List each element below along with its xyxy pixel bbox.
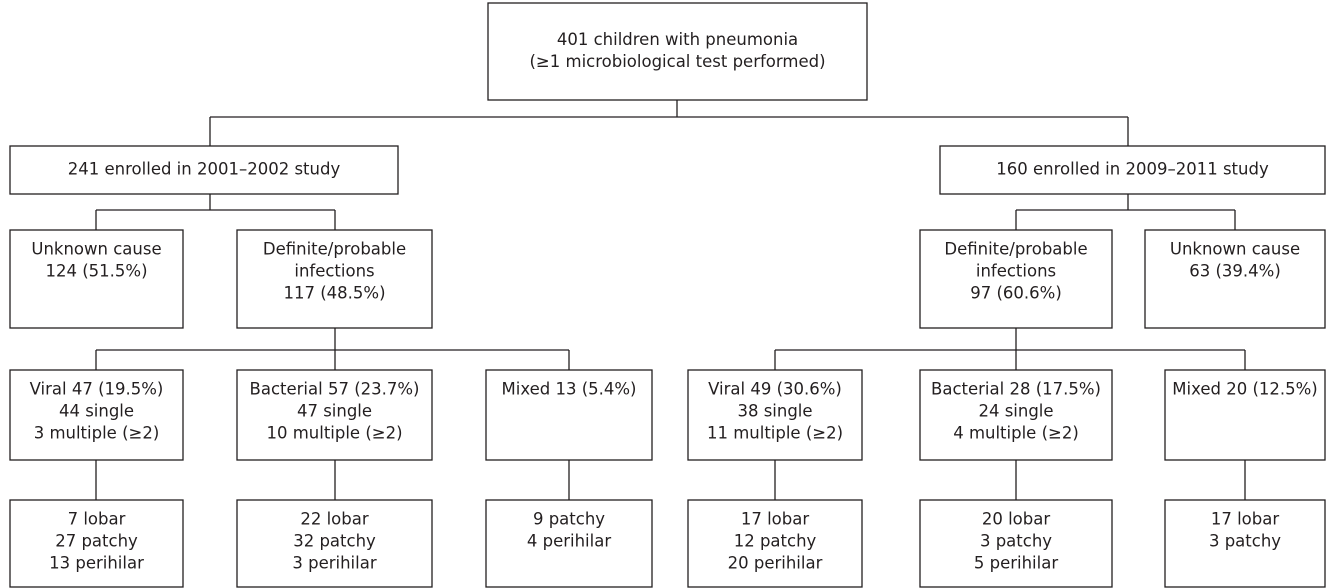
node-label: 3 patchy [1209,532,1281,551]
node-label: 13 perihilar [49,554,144,573]
node: 17 lobar 3 patchy [1164,499,1326,588]
node: 401 children with pneumonia (≥1 microbiol… [487,2,868,101]
node: 20 lobar 3 patchy 5 perihilar [919,499,1113,588]
node-label: 20 perihilar [728,554,823,573]
node-label: (≥1 microbiological test performed) [529,52,825,71]
node-label: 5 perihilar [974,554,1058,573]
node: Mixed 13 (5.4%) [485,369,653,461]
node-label: infections [976,262,1056,281]
node-label: 44 single [59,402,134,421]
node-label: 20 lobar [982,510,1051,529]
node: Unknown cause 63 (39.4%) [1144,229,1326,329]
node-label: 47 single [297,402,372,421]
node-label: 3 perihilar [292,554,376,573]
node-box [485,499,653,588]
node-box [9,229,184,329]
node: Mixed 20 (12.5%) [1164,369,1326,461]
node-box [9,499,184,588]
node-label: 7 lobar [68,510,126,529]
node-box [9,369,184,461]
node-label: 9 patchy [533,510,605,529]
node: 22 lobar 32 patchy 3 perihilar [236,499,433,588]
node-label: Definite/probable [944,240,1087,259]
node-box [236,369,433,461]
node: 9 patchy 4 perihilar [485,499,653,588]
node-label: 3 patchy [980,532,1052,551]
node-box [919,369,1113,461]
node-label: infections [294,262,374,281]
node-box [919,229,1113,329]
node-box [1144,229,1326,329]
node-box [236,229,433,329]
node-box [919,499,1113,588]
node-label: 10 multiple (≥2) [266,424,402,443]
node: 160 enrolled in 2009–2011 study [939,145,1326,195]
node: Viral 47 (19.5%) 44 single 3 multiple (≥2) [9,369,184,461]
node: Definite/probable infections 97 (60.6%) [919,229,1113,329]
node-label: 401 children with pneumonia [557,30,798,49]
node: 17 lobar 12 patchy 20 perihilar [687,499,863,588]
node-label: 124 (51.5%) [45,262,147,281]
node-label: 22 lobar [300,510,369,529]
node: Bacterial 57 (23.7%) 47 single 10 multiple… [236,369,433,461]
node-label: 32 patchy [293,532,376,551]
node-box [939,145,1326,195]
node: Bacterial 28 (17.5%) 24 single 4 multiple … [919,369,1113,461]
node-box [687,369,863,461]
node: 241 enrolled in 2001–2002 study [9,145,399,195]
node-label: 17 lobar [741,510,810,529]
node-label: Bacterial 28 (17.5%) [931,380,1101,399]
node-box [687,499,863,588]
node-label: 4 multiple (≥2) [953,424,1079,443]
connectors [95,100,1246,500]
node: Viral 49 (30.6%) 38 single 11 multiple (≥2… [687,369,863,461]
node-label: 11 multiple (≥2) [707,424,843,443]
node-label: 117 (48.5%) [283,284,385,303]
node-label: 24 single [978,402,1053,421]
node-label: 12 patchy [734,532,817,551]
node: Definite/probable infections 117 (48.5%) [236,229,433,329]
node-box [236,499,433,588]
node: 7 lobar 27 patchy 13 perihilar [9,499,184,588]
node-label: 38 single [737,402,812,421]
node-label: 3 multiple (≥2) [34,424,160,443]
node-label: Definite/probable [263,240,406,259]
node-label: Bacterial 57 (23.7%) [250,380,420,399]
node: Unknown cause 124 (51.5%) [9,229,184,329]
node-label: Viral 47 (19.5%) [30,380,164,399]
node-label: Mixed 13 (5.4%) [502,380,637,399]
node-label: 4 perihilar [527,532,611,551]
node-label: 160 enrolled in 2009–2011 study [996,160,1269,179]
node-box [487,2,868,101]
node-box [485,369,653,461]
node-label: 17 lobar [1211,510,1280,529]
node-box [1164,499,1326,588]
node-label: Viral 49 (30.6%) [708,380,842,399]
node-box [9,145,399,195]
node-label: Mixed 20 (12.5%) [1172,380,1317,399]
node-label: 63 (39.4%) [1189,262,1281,281]
node-label: 97 (60.6%) [970,284,1062,303]
node-label: Unknown cause [31,240,161,259]
node-label: 27 patchy [55,532,138,551]
node-box [1164,369,1326,461]
node-label: 241 enrolled in 2001–2002 study [68,160,341,179]
node-label: Unknown cause [1170,240,1300,259]
